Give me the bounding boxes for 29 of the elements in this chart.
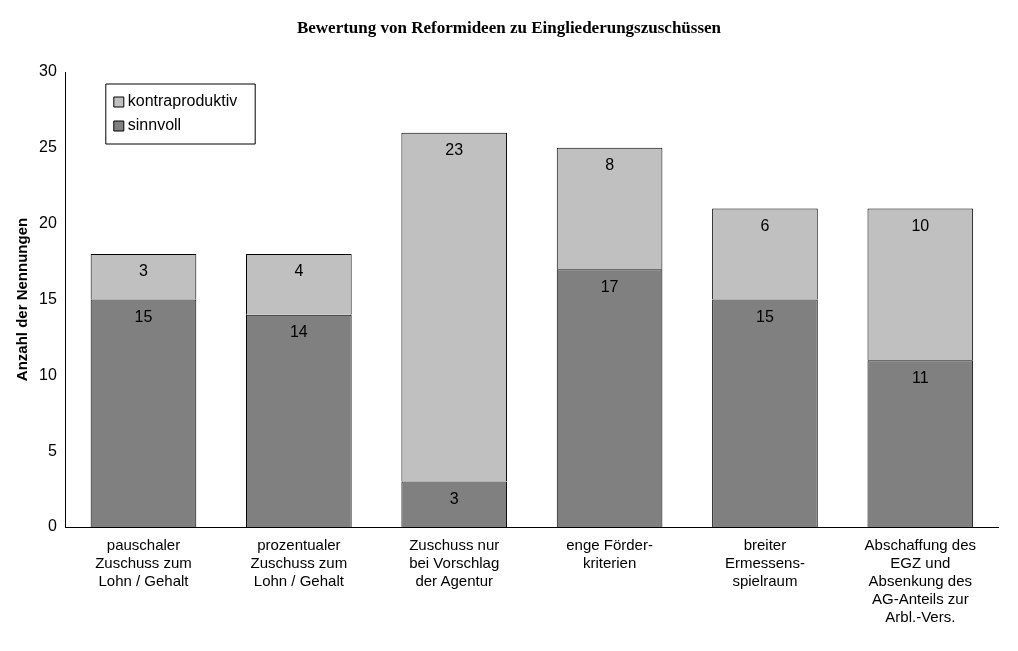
data-label: 6 [760,216,770,234]
y-tick-label: 15 [39,289,57,307]
x-tick-label: enge Förder-kriterien [566,536,653,572]
legend-label: kontraproduktiv [127,92,238,110]
y-tick-label: 5 [47,441,57,459]
y-tick-label: 20 [39,214,57,232]
x-tick-label: pauschaler Zuschuss zum Lohn / Gehalt [95,536,192,590]
data-label: 17 [600,277,619,295]
chart-title: Bewertung von Reformideen zu Eingliederungszuschüssen [295,18,723,39]
x-tick-label: Zuschuss nur bei Vorschlag der Agentur [409,536,500,590]
y-tick-label: 10 [39,365,57,383]
data-label: 10 [911,216,930,234]
x-tick-label: breiter Ermessens-spielraum [724,536,805,590]
data-label: 3 [139,262,149,280]
y-tick-label: 0 [47,517,57,535]
data-label: 23 [445,141,464,159]
data-label: 3 [449,489,459,507]
data-label: 15 [134,307,153,325]
x-tick-label: prozentualer Zuschuss zum Lohn / Gehalt [250,536,348,590]
data-label: 11 [912,368,929,386]
x-tick-label: Abschaffung des EGZ und Absenkung des AG-Anteils zur Arbl.-Vers. [864,536,977,626]
y-axis-title: Anzahl der Nennungen [13,217,31,382]
data-label: 15 [756,307,774,325]
y-tick-label: 25 [39,138,57,156]
legend-label: sinnvoll [127,116,182,134]
data-label: 14 [289,323,308,341]
y-tick-label: 30 [39,62,57,80]
data-label: 4 [294,262,304,280]
data-label: 8 [605,156,615,174]
